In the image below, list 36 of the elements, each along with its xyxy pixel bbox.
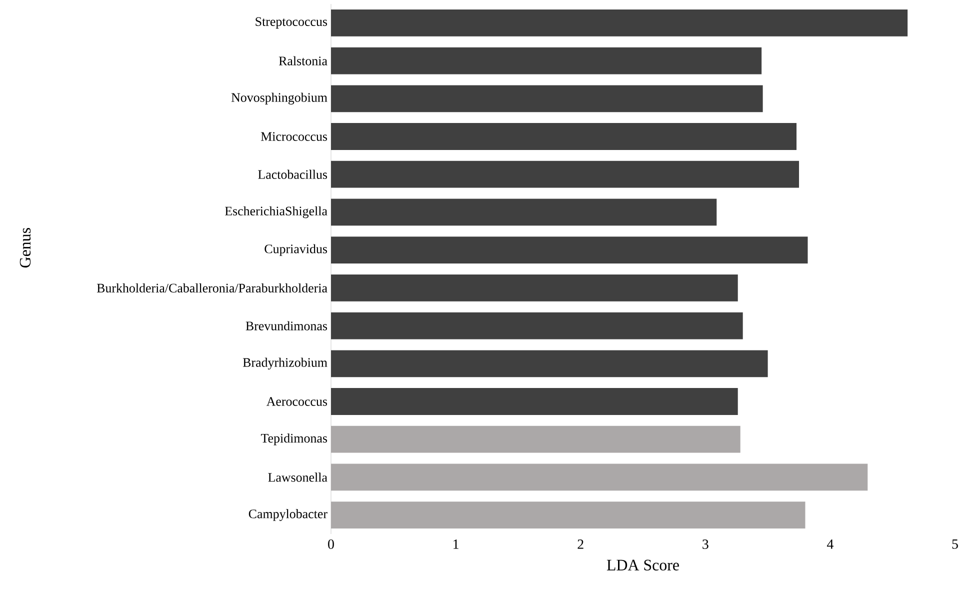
- bar: [331, 85, 763, 112]
- y-tick-label: Lactobacillus: [258, 170, 328, 179]
- y-tick-label: Bradyrhizobium: [242, 358, 328, 370]
- y-tick-label: EscherichiaShigella: [225, 206, 328, 218]
- y-tick-label: Lawsonella: [268, 472, 328, 482]
- bar: [331, 9, 908, 36]
- y-axis-title: Genus: [20, 228, 31, 268]
- bar: [331, 198, 717, 226]
- y-tick-label: Brevundimonas: [246, 321, 328, 330]
- y-tick-label: Aerococcus: [266, 397, 328, 406]
- bar: [331, 123, 797, 150]
- bar: [331, 47, 762, 74]
- y-tick-label: Tepidimonas: [260, 433, 328, 446]
- x-axis-title: LDA Score: [606, 560, 679, 570]
- bar: [331, 388, 738, 415]
- x-tick-label: 3: [702, 540, 708, 549]
- y-tick-label: Burkholderia/Caballeronia/Paraburkholderia: [96, 283, 328, 292]
- y-tick-label: Ralstonia: [278, 56, 328, 66]
- x-tick-label: 2: [578, 540, 584, 549]
- x-tick-label: 4: [826, 540, 834, 549]
- bar: [331, 312, 743, 340]
- y-tick-label: Cupriavidus: [264, 244, 328, 256]
- y-tick-label: Campylobacter: [248, 509, 328, 521]
- x-tick-label: 1: [454, 540, 458, 549]
- bar: [331, 160, 800, 188]
- x-tick-label: 0: [328, 540, 334, 549]
- y-tick-label: Streptococcus: [256, 17, 328, 29]
- bar: [331, 426, 740, 453]
- bar: [331, 502, 806, 529]
- bar: [331, 236, 808, 264]
- bar: [331, 350, 768, 378]
- y-tick-label: Micrococcus: [260, 132, 328, 141]
- bar: [331, 274, 738, 302]
- x-tick-label: 5: [952, 540, 958, 549]
- y-tick-label: Novosphingobium: [231, 92, 328, 105]
- bar: [331, 464, 868, 491]
